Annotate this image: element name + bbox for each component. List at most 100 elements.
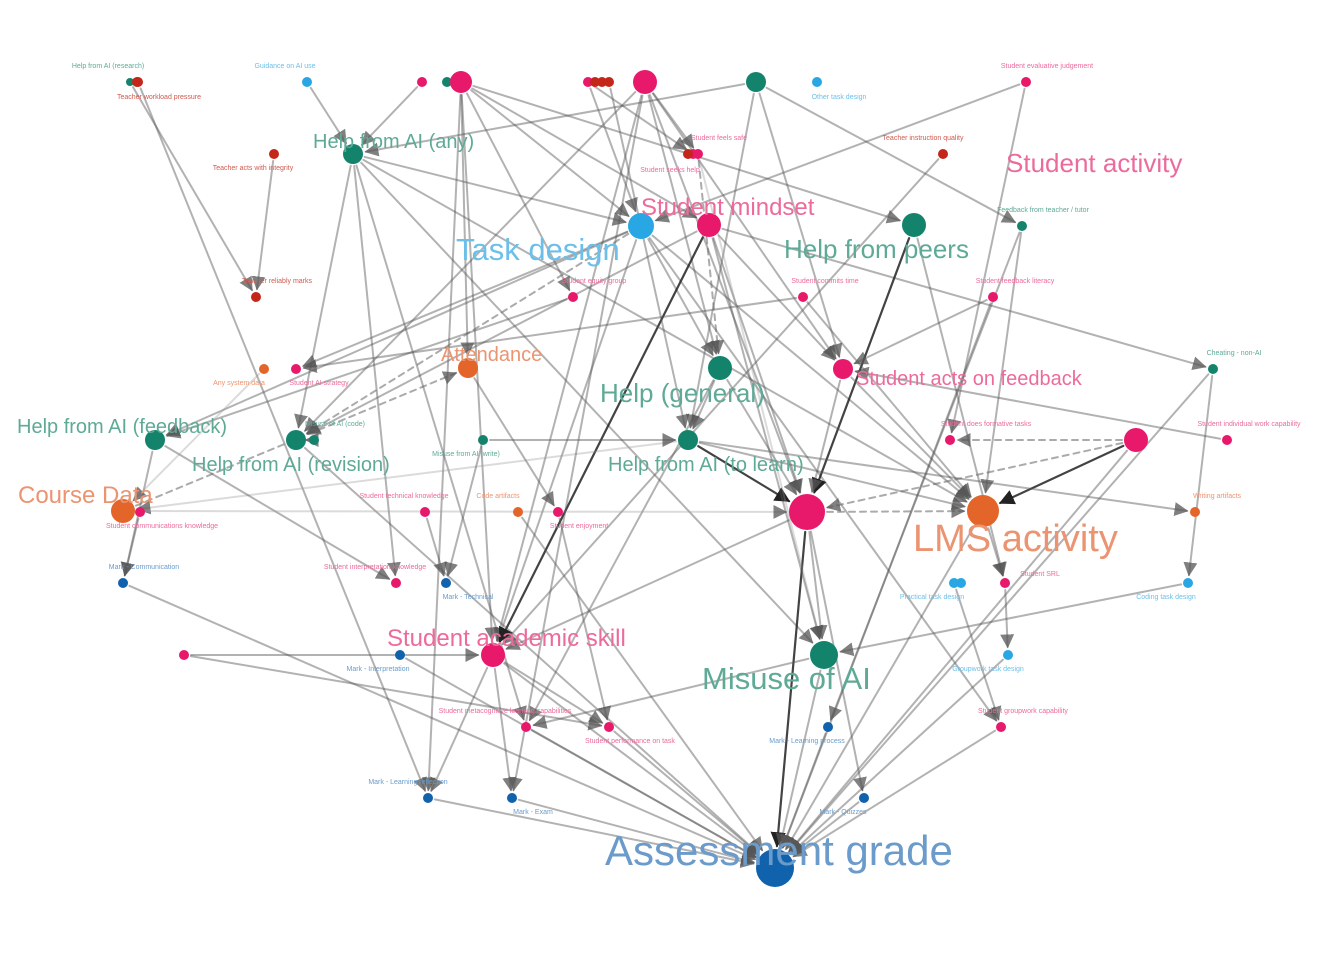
node-mark-learning-reflection[interactable]	[423, 793, 433, 803]
label-teacher-instruction-quality: Teacher instruction quality	[883, 135, 964, 142]
edge-course-data-to-attendance	[134, 371, 458, 507]
node-mark-learning-process[interactable]	[823, 722, 833, 732]
node-student-interpretation-knowledge[interactable]	[391, 578, 401, 588]
node-teacher-reliably-marks[interactable]	[251, 292, 261, 302]
edge-central-hub-to-lms-activity	[825, 504, 966, 519]
node-help-from-ai-revision[interactable]	[286, 430, 306, 450]
node-student-individual-work-capability[interactable]	[1222, 435, 1232, 445]
edge-any-system-data-to-course-data	[132, 372, 261, 502]
edge-help-from-ai-research-to-teacher-reliably-marks	[132, 86, 253, 292]
edge-top-cluster-a-big-to-student-mindset	[471, 87, 698, 219]
node-help-from-ai-research[interactable]	[126, 78, 134, 86]
node-top-cluster-b-red1[interactable]	[590, 77, 600, 87]
node-student-mindset[interactable]	[697, 213, 721, 237]
node-student-ai-strategy[interactable]	[291, 364, 301, 374]
edges-layer	[120, 83, 1222, 869]
label-mark-interpretation: Mark - Interpretation	[346, 666, 409, 673]
node-student-feedback-literacy[interactable]	[988, 292, 998, 302]
node-top-cluster-b-pink[interactable]	[583, 77, 593, 87]
node-groupwork-task-design[interactable]	[1003, 650, 1013, 660]
node-attendance[interactable]	[458, 358, 478, 378]
node-feedback-from-teacher-tutor[interactable]	[1017, 221, 1027, 231]
node-student-metacognitive-learning-capabilities[interactable]	[521, 722, 531, 732]
node-student-seeks-help[interactable]	[693, 149, 703, 159]
node-student-enjoyment[interactable]	[553, 507, 563, 517]
node-top-cluster-b-red2[interactable]	[597, 77, 607, 87]
node-help-from-peers[interactable]	[902, 213, 926, 237]
edge-student-individual-work-capability-to-student-acts-on-feedback	[854, 366, 1222, 440]
node-student-srl[interactable]	[1000, 578, 1010, 588]
node-feedback-pink-dot[interactable]	[1124, 428, 1148, 452]
edge-coding-task-design-to-misuse-of-ai	[839, 583, 1183, 657]
node-top-cluster-b-red3[interactable]	[604, 77, 614, 87]
node-left-pink-dot[interactable]	[179, 650, 189, 660]
edge-student-seeks-help-to-misuse-of-ai	[698, 159, 824, 640]
node-help-general[interactable]	[708, 356, 732, 380]
edge-guidance-on-ai-use-to-help-from-ai-any	[309, 86, 348, 145]
edge-student-academic-skill-to-mark-exam	[493, 667, 517, 792]
node-lms-activity[interactable]	[967, 495, 999, 527]
edge-mark-learning-process-to-assessment-grade	[780, 732, 827, 849]
node-top-cluster-a-teal[interactable]	[442, 77, 452, 87]
node-top-cluster-c-big[interactable]	[633, 70, 657, 94]
label-assessment-grade: Assessment grade	[605, 827, 953, 874]
node-task-design[interactable]	[628, 213, 654, 239]
node-mark-exam[interactable]	[507, 793, 517, 803]
node-misuse-code-teal[interactable]	[309, 436, 317, 444]
edge-mark-exam-to-assessment-grade	[517, 798, 756, 866]
edge-top-cluster-c-big-to-help-general	[647, 94, 720, 355]
label-course-data: Course Data	[18, 482, 153, 509]
node-guidance-on-ai-use[interactable]	[302, 77, 312, 87]
node-assessment-grade[interactable]	[756, 849, 794, 887]
node-practical-task-design[interactable]	[949, 578, 959, 588]
node-student-equity-group[interactable]	[568, 292, 578, 302]
label-any-system-data: Any system data	[213, 380, 265, 387]
edge-student-acts-on-feedback-to-lms-activity	[850, 376, 971, 499]
node-student-groupwork-capability[interactable]	[996, 722, 1006, 732]
node-top-cluster-a-pink[interactable]	[417, 77, 427, 87]
node-help-from-ai-to-learn[interactable]	[678, 430, 698, 450]
edge-top-cluster-a-big-to-student-equity-group	[466, 92, 571, 292]
node-help-from-ai-feedback[interactable]	[145, 430, 165, 450]
node-central-hub[interactable]	[789, 494, 825, 530]
node-mark-interpretation[interactable]	[395, 650, 405, 660]
edge-student-academic-skill-to-mark-learning-reflection	[430, 666, 489, 792]
node-student-does-formative-tasks[interactable]	[945, 435, 955, 445]
node-misuse-of-ai[interactable]	[810, 641, 838, 669]
node-top-cluster-a-big[interactable]	[450, 71, 472, 93]
node-writing-artifacts[interactable]	[1190, 507, 1200, 517]
edge-central-hub-to-assessment-grade	[770, 530, 807, 848]
node-teacher-acts-with-integrity[interactable]	[269, 149, 279, 159]
node-safe-red[interactable]	[683, 149, 693, 159]
node-mark-communication[interactable]	[118, 578, 128, 588]
edge-student-acts-on-feedback-to-central-hub	[808, 379, 842, 493]
node-other-task-design[interactable]	[812, 77, 822, 87]
node-student-evaluative-judgement[interactable]	[1021, 77, 1031, 87]
node-code-artifacts[interactable]	[513, 507, 523, 517]
node-practical-sky2[interactable]	[956, 578, 966, 588]
node-coding-task-design[interactable]	[1183, 578, 1193, 588]
node-student-performance-on-task[interactable]	[604, 722, 614, 732]
node-student-technical-knowledge[interactable]	[420, 507, 430, 517]
edge-teacher-acts-with-integrity-to-teacher-reliably-marks	[251, 159, 275, 291]
node-student-communications-knowledge[interactable]	[135, 507, 145, 517]
node-help-from-ai-any[interactable]	[343, 144, 363, 164]
node-student-academic-skill[interactable]	[481, 643, 505, 667]
node-student-acts-on-feedback[interactable]	[833, 359, 853, 379]
node-top-cluster-d-teal[interactable]	[746, 72, 766, 92]
node-cheating-non-ai[interactable]	[1208, 364, 1218, 374]
edge-task-design-to-help-from-ai-feedback	[165, 231, 629, 437]
edge-help-general-to-central-hub	[726, 378, 798, 496]
edge-student-metacognitive-learning-capabilities-to-assessment-grade	[531, 729, 758, 859]
node-any-system-data[interactable]	[259, 364, 269, 374]
node-student-commits-time[interactable]	[798, 292, 808, 302]
node-misuse-from-ai-write[interactable]	[478, 435, 488, 445]
node-teacher-instruction-quality[interactable]	[938, 149, 948, 159]
node-course-data[interactable]	[111, 499, 135, 523]
node-mark-quizzes[interactable]	[859, 793, 869, 803]
node-mark-technical[interactable]	[441, 578, 451, 588]
edge-top-cluster-d-teal-to-student-acts-on-feedback	[758, 92, 843, 358]
node-research-red[interactable]	[132, 77, 142, 87]
label-student-evaluative-judgement: Student evaluative judgement	[1001, 63, 1093, 70]
label-student-commits-time: Student commits time	[791, 278, 858, 285]
